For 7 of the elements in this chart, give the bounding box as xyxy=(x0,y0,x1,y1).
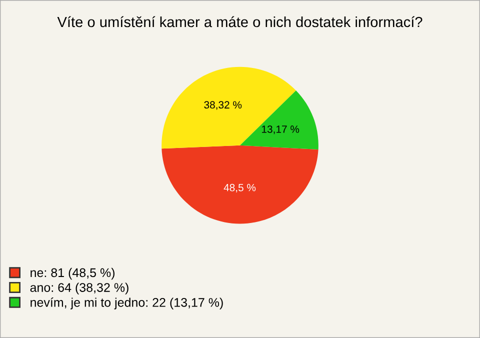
data-label: 13,17 % xyxy=(262,126,300,134)
chart-title: Víte o umístění kamer a máte o nich dostatek informací? xyxy=(57,16,422,28)
data-label: 38,32 % xyxy=(204,101,242,110)
legend-label: ne: 81 (48,5 %) xyxy=(30,268,114,280)
data-label: 48,5 % xyxy=(224,184,256,192)
legend-label: ano: 64 (38,32 %) xyxy=(30,282,128,294)
legend-label: nevím, je mi to jedno: 22 (13,17 %) xyxy=(30,298,223,310)
